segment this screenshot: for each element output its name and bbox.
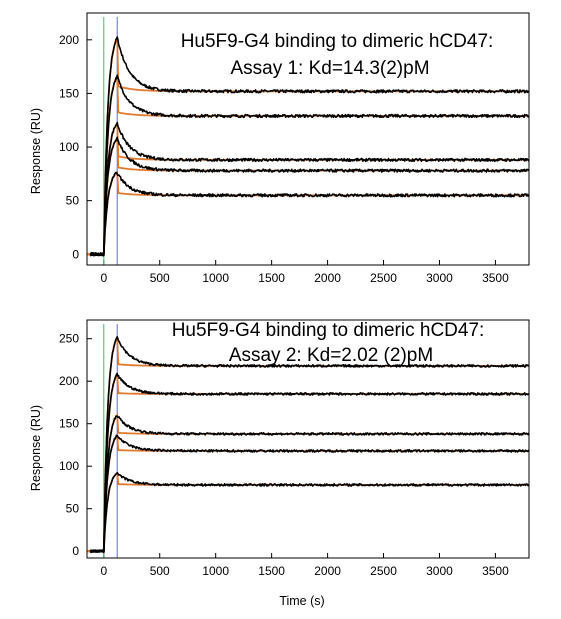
- y-ticks-1: 0 50 100 150 200: [59, 33, 92, 261]
- y-tick-label: 0: [72, 247, 79, 261]
- x-tick-label: 2000: [314, 564, 341, 578]
- response-trace-5: [90, 471, 530, 554]
- x-tick-label: 2000: [314, 271, 341, 285]
- x-ticks-2: 0 500 1000 1500 2000 2500 3000 3500: [100, 553, 509, 578]
- x-tick-label: 1500: [258, 271, 285, 285]
- y-tick-label: 50: [66, 502, 80, 516]
- y-axis-title-2: Response (RU): [29, 405, 43, 491]
- response-trace-2: [90, 74, 530, 257]
- fit-curve-4: [87, 433, 529, 553]
- x-tick-label: 500: [150, 271, 170, 285]
- response-traces-2: [89, 335, 530, 554]
- y-tick-label: 50: [66, 194, 80, 208]
- response-traces-1: [89, 36, 530, 257]
- y-tick-label: 200: [59, 33, 79, 47]
- y-tick-label: 200: [59, 374, 79, 388]
- fit-curves-2: [87, 336, 529, 553]
- response-trace-4: [90, 434, 530, 553]
- x-tick-label: 2500: [370, 564, 397, 578]
- y-ticks-2: 0 50 100 150 200 250: [59, 332, 92, 558]
- plot-frame-1: [86, 12, 530, 266]
- panel-assay-2: Response (RU) 0 500 1000 1500 2000 2500 3000 35…: [29, 319, 530, 608]
- fit-curve-5: [87, 170, 529, 256]
- x-tick-label: 0: [100, 564, 107, 578]
- response-trace-1: [89, 335, 529, 554]
- x-axis-title: Time (s): [279, 594, 324, 608]
- fit-curve-1: [87, 336, 529, 553]
- y-tick-label: 0: [72, 544, 79, 558]
- y-tick-label: 100: [59, 459, 79, 473]
- plot-frame-2: [86, 319, 530, 559]
- panel-subtitle-2: Assay 2: Kd=2.02 (2)pM: [229, 345, 433, 366]
- response-trace-4: [89, 136, 530, 257]
- x-tick-label: 1000: [202, 564, 229, 578]
- y-tick-label: 250: [59, 332, 79, 346]
- y-tick-label: 100: [59, 140, 79, 154]
- response-trace-3: [89, 121, 530, 257]
- panel-assay-1: Response (RU) 0 500 1000 1500 2000 2500 3000 35…: [29, 12, 530, 285]
- response-trace-2: [90, 372, 530, 554]
- fit-curve-2: [87, 371, 529, 553]
- fit-curve-2: [87, 73, 529, 256]
- panel-subtitle-1: Assay 1: Kd=14.3(2)pM: [230, 58, 429, 79]
- x-tick-label: 0: [100, 271, 107, 285]
- x-tick-label: 3500: [482, 271, 509, 285]
- y-tick-label: 150: [59, 417, 79, 431]
- response-trace-1: [89, 36, 530, 257]
- x-tick-label: 1000: [202, 271, 229, 285]
- panel-title-1: Hu5F9-G4 binding to dimeric hCD47:: [181, 31, 494, 52]
- x-ticks-1: 0 500 1000 1500 2000 2500 3000 3500: [100, 260, 509, 285]
- panel-title-2: Hu5F9-G4 binding to dimeric hCD47:: [172, 320, 485, 341]
- x-tick-label: 1500: [258, 564, 285, 578]
- response-trace-3: [89, 415, 530, 553]
- fit-curve-4: [87, 136, 529, 256]
- x-tick-label: 2500: [370, 271, 397, 285]
- x-tick-label: 500: [150, 564, 170, 578]
- fit-curve-3: [87, 121, 529, 256]
- response-trace-5: [89, 171, 530, 257]
- x-tick-label: 3000: [426, 271, 453, 285]
- x-tick-label: 3500: [482, 564, 509, 578]
- y-axis-title-1: Response (RU): [29, 108, 43, 194]
- x-tick-label: 3000: [426, 564, 453, 578]
- y-tick-label: 150: [59, 86, 79, 100]
